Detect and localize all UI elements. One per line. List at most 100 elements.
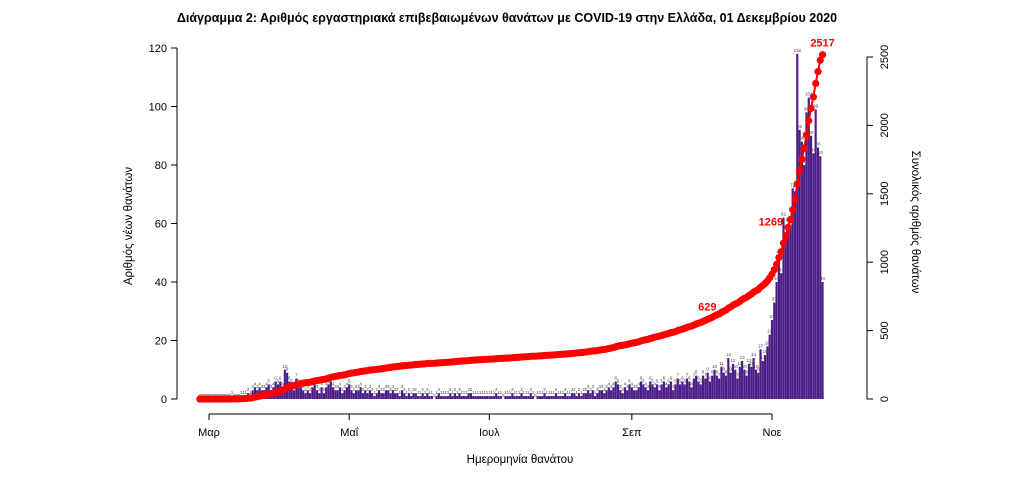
bar-value-label: 1 bbox=[562, 390, 565, 395]
bar-value-label: 5 bbox=[656, 378, 659, 383]
daily-deaths-bar bbox=[642, 384, 645, 400]
daily-deaths-bar bbox=[350, 390, 353, 399]
daily-deaths-bar bbox=[734, 369, 737, 399]
daily-deaths-bar bbox=[515, 396, 519, 399]
x-tick-label: Μαρ bbox=[198, 427, 220, 439]
daily-deaths-bar bbox=[311, 387, 314, 399]
daily-deaths-bar bbox=[593, 396, 597, 399]
cumulative-point bbox=[791, 196, 799, 204]
bar-value-label: 4 bbox=[320, 381, 323, 386]
bar-value-label: 7 bbox=[693, 373, 696, 378]
bar-value-label: 3 bbox=[647, 384, 650, 389]
cumulative-point bbox=[775, 253, 783, 262]
bar-value-label: 18 bbox=[765, 340, 771, 345]
bar-value-label: 3 bbox=[635, 384, 638, 389]
daily-deaths-bar bbox=[529, 393, 532, 399]
bar-value-label: 2 bbox=[412, 387, 415, 392]
daily-deaths-bar bbox=[646, 390, 649, 399]
daily-deaths-bar bbox=[354, 390, 358, 399]
bar-value-label: 2 bbox=[454, 387, 457, 392]
bar-value-label: 1 bbox=[435, 390, 438, 395]
daily-deaths-bar bbox=[253, 387, 257, 399]
bar-value-label: 1 bbox=[428, 390, 431, 395]
bar-value-label: 3 bbox=[357, 384, 360, 389]
daily-deaths-bar bbox=[747, 363, 751, 399]
bar-value-label: 1 bbox=[500, 390, 503, 395]
daily-deaths-bar bbox=[495, 393, 498, 399]
daily-deaths-bar bbox=[348, 384, 351, 400]
bar-value-label: 2 bbox=[408, 387, 411, 392]
bar-value-label: 1 bbox=[580, 390, 583, 395]
daily-deaths-bar bbox=[334, 390, 337, 399]
bar-value-label: 7 bbox=[686, 373, 689, 378]
bar-value-label: 2 bbox=[589, 387, 592, 392]
bar-value-label: 3 bbox=[592, 384, 595, 389]
daily-deaths-bar bbox=[419, 396, 422, 399]
bar-value-label: 2 bbox=[323, 387, 326, 392]
bar-value-label: 3 bbox=[307, 384, 310, 389]
daily-deaths-bar bbox=[389, 393, 392, 399]
bar-value-label: 4 bbox=[637, 381, 640, 386]
bar-value-label: 2 bbox=[529, 387, 532, 392]
daily-deaths-bar bbox=[325, 387, 328, 399]
daily-deaths-bar bbox=[483, 396, 486, 399]
bar-value-label: 5 bbox=[660, 378, 663, 383]
bar-value-label: 43 bbox=[779, 267, 785, 272]
daily-deaths-bar bbox=[724, 375, 728, 399]
bar-value-label: 10 bbox=[712, 364, 718, 369]
daily-deaths-bar bbox=[591, 390, 594, 399]
daily-deaths-bar bbox=[400, 390, 404, 399]
right-y-tick-label: 500 bbox=[879, 321, 891, 339]
daily-deaths-bar bbox=[600, 390, 604, 399]
bar-value-label: 2 bbox=[449, 387, 452, 392]
daily-deaths-bar bbox=[777, 255, 780, 399]
bar-value-label: 1 bbox=[523, 390, 526, 395]
daily-deaths-bar bbox=[492, 396, 496, 399]
bar-value-label: 33 bbox=[772, 296, 778, 301]
daily-deaths-bar bbox=[768, 334, 771, 399]
daily-deaths-bar bbox=[757, 372, 760, 399]
cumulative-point bbox=[784, 223, 792, 232]
bar-value-label: 5 bbox=[674, 378, 677, 383]
daily-deaths-bar bbox=[819, 156, 822, 399]
cumulative-point bbox=[777, 248, 785, 256]
daily-deaths-bar bbox=[423, 396, 427, 399]
daily-deaths-bar bbox=[382, 393, 385, 399]
daily-deaths-bar bbox=[809, 135, 813, 399]
bar-value-label: 9 bbox=[286, 367, 289, 372]
bar-value-label: 1 bbox=[451, 390, 454, 395]
bar-value-label: 2 bbox=[470, 387, 473, 392]
daily-deaths-bar bbox=[412, 393, 415, 399]
bar-value-label: 5 bbox=[667, 378, 670, 383]
bar-value-label: 6 bbox=[614, 375, 617, 380]
daily-deaths-bar bbox=[506, 396, 509, 399]
bar-value-label: 5 bbox=[683, 378, 686, 383]
daily-deaths-bar bbox=[410, 396, 413, 399]
daily-deaths-bar bbox=[598, 390, 601, 399]
bar-value-label: 6 bbox=[649, 375, 652, 380]
daily-deaths-bar bbox=[711, 375, 714, 399]
daily-deaths-bar bbox=[628, 384, 631, 400]
daily-deaths-bar bbox=[453, 393, 456, 399]
daily-deaths-bar bbox=[782, 217, 785, 399]
daily-deaths-bar bbox=[394, 393, 397, 399]
bar-value-label: 1 bbox=[536, 390, 539, 395]
left-y-tick-label: 0 bbox=[161, 394, 167, 406]
daily-deaths-bar bbox=[559, 396, 562, 399]
bar-value-label: 2 bbox=[426, 387, 429, 392]
daily-deaths-bar bbox=[442, 396, 445, 399]
daily-deaths-bar bbox=[352, 393, 355, 399]
left-y-axis-title: Αριθμός νέων θανάτων bbox=[123, 167, 135, 286]
bar-value-label: 3 bbox=[626, 384, 629, 389]
bar-value-label: 3 bbox=[598, 384, 601, 389]
right-y-tick-label: 2500 bbox=[879, 45, 891, 69]
bar-value-label: 3 bbox=[350, 384, 353, 389]
daily-deaths-bar bbox=[759, 349, 762, 399]
bar-value-label: 3 bbox=[336, 384, 339, 389]
bar-value-label: 1 bbox=[532, 390, 535, 395]
x-axis: Μαρ Μαΐ Ιουλ Σεπ Νοε bbox=[198, 413, 782, 439]
daily-deaths-bar bbox=[366, 393, 369, 399]
bar-value-label: 2 bbox=[382, 387, 385, 392]
bar-value-label: 6 bbox=[279, 375, 282, 380]
bar-value-label: 2 bbox=[458, 387, 461, 392]
